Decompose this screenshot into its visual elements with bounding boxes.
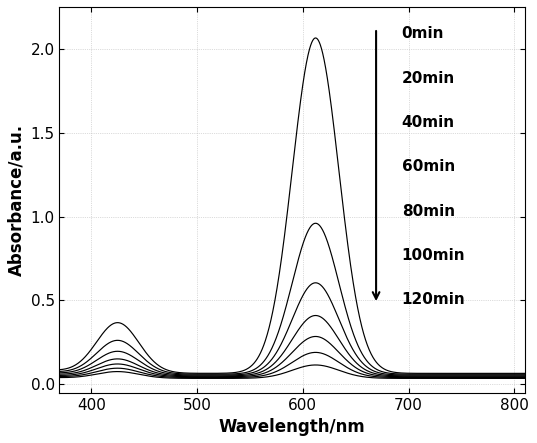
Text: 40min: 40min: [402, 115, 455, 130]
Text: 60min: 60min: [402, 159, 455, 174]
Text: 20min: 20min: [402, 70, 455, 85]
Text: 0min: 0min: [402, 26, 444, 41]
Y-axis label: Absorbance/a.u.: Absorbance/a.u.: [7, 124, 25, 276]
Text: 100min: 100min: [402, 248, 466, 263]
Text: 120min: 120min: [402, 292, 466, 307]
Text: 80min: 80min: [402, 204, 455, 219]
X-axis label: Wavelength/nm: Wavelength/nm: [219, 418, 366, 436]
